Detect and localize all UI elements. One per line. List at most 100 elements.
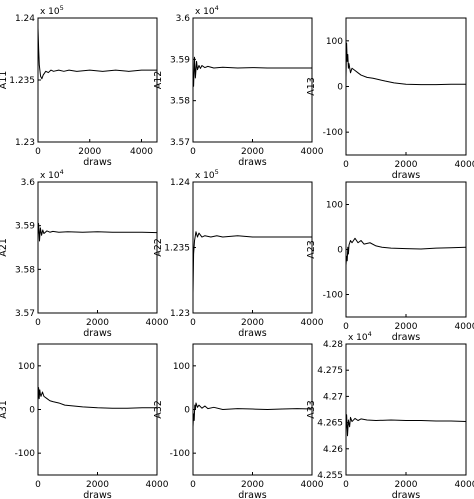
x-tick-label-a11: 4000 bbox=[130, 147, 153, 157]
y-tick-label-a31: 0 bbox=[29, 406, 35, 416]
x-axis-label-a33: draws bbox=[392, 490, 421, 499]
y-tick-label-a32: -100 bbox=[170, 449, 191, 459]
plot-frame-a13 bbox=[345, 17, 467, 156]
plot-frame-a33 bbox=[345, 343, 467, 476]
y-axis-label-a22: A22 bbox=[153, 238, 164, 257]
y-tick-label-a21: 3.59 bbox=[15, 222, 35, 232]
panel-a31: 0 2000 4000 -100 0 100 A31 draws bbox=[0, 343, 169, 499]
x-tick-label-a23: 2000 bbox=[395, 322, 418, 332]
y-tick-label-a33: 4.27 bbox=[323, 392, 343, 402]
plot-frame-a11 bbox=[37, 17, 158, 143]
x-axis-label-a21: draws bbox=[83, 328, 112, 339]
y-tick-label-a13: -100 bbox=[323, 128, 344, 138]
plot-frame-a22 bbox=[192, 181, 313, 314]
x-axis-label-a23: draws bbox=[392, 332, 421, 343]
x-tick-label-a11: 0 bbox=[35, 147, 41, 157]
y-tick-label-a31: 100 bbox=[18, 362, 35, 372]
y-tick-label-a33: 4.265 bbox=[317, 419, 343, 429]
x-tick-label-a13: 4000 bbox=[455, 160, 474, 170]
x-tick-label-a32: 2000 bbox=[241, 480, 264, 490]
series-line-a33 bbox=[345, 414, 467, 437]
x-tick-label-a21: 0 bbox=[35, 318, 41, 328]
y-tick-label-a21: 3.58 bbox=[15, 265, 35, 275]
series-line-a12 bbox=[192, 56, 312, 87]
x-tick-label-a11: 2000 bbox=[78, 147, 101, 157]
y-axis-label-a11: A11 bbox=[0, 71, 9, 90]
y-axis-label-a13: A13 bbox=[306, 77, 317, 96]
x-tick-label-a12: 0 bbox=[190, 147, 196, 157]
y-tick-label-a21: 3.6 bbox=[21, 178, 36, 188]
series-line-a23 bbox=[345, 237, 467, 266]
y-axis-label-a31: A31 bbox=[0, 400, 9, 419]
y-tick-label-a12: 3.57 bbox=[170, 138, 190, 148]
y-tick-label-a13: 0 bbox=[337, 83, 343, 93]
y-tick-label-a32: 100 bbox=[173, 362, 190, 372]
series-line-a31 bbox=[37, 387, 157, 409]
x-axis-label-a31: draws bbox=[83, 490, 112, 499]
x-tick-label-a23: 0 bbox=[343, 322, 349, 332]
y-exponent-power-a11: 5 bbox=[60, 4, 64, 12]
y-exponent-a11: x 105 bbox=[40, 4, 64, 17]
x-axis-label-a22: draws bbox=[238, 328, 267, 339]
x-tick-label-a22: 0 bbox=[190, 318, 196, 328]
y-tick-label-a23: 0 bbox=[337, 246, 343, 256]
x-tick-label-a12: 2000 bbox=[241, 147, 264, 157]
y-tick-label-a13: 100 bbox=[326, 37, 343, 47]
plot-frame-a12 bbox=[192, 17, 313, 143]
x-axis-label-a11: draws bbox=[83, 157, 112, 168]
y-exponent-power-a12: 4 bbox=[215, 4, 219, 12]
panel-a23: 0 2000 4000 -100 0 100 A23 draws bbox=[306, 181, 474, 343]
y-exponent-a12: x 104 bbox=[195, 4, 219, 17]
y-tick-label-a22: 1.23 bbox=[170, 309, 190, 319]
x-axis-label-a32: draws bbox=[238, 490, 267, 499]
panel-a22: 0 2000 4000 1.23 1.235 1.24 x 105 A22 draws bbox=[153, 168, 324, 339]
series-line-a32 bbox=[192, 402, 313, 427]
y-exponent-power-a21: 4 bbox=[60, 168, 64, 176]
x-tick-label-a22: 4000 bbox=[301, 318, 324, 328]
panel-a13: 0 2000 4000 -100 0 100 A13 draws bbox=[306, 17, 474, 181]
y-tick-label-a11: 1.235 bbox=[9, 76, 35, 86]
x-axis-label-a13: draws bbox=[392, 170, 421, 181]
plot-frame-a23 bbox=[345, 181, 467, 318]
x-tick-label-a31: 2000 bbox=[86, 480, 109, 490]
panel-a32: 0 2000 4000 -100 0 100 A32 draws bbox=[153, 343, 324, 499]
x-tick-label-a32: 0 bbox=[190, 480, 196, 490]
series-line-a22 bbox=[192, 231, 312, 294]
y-tick-label-a31: -100 bbox=[15, 449, 36, 459]
x-tick-label-a31: 4000 bbox=[146, 480, 169, 490]
y-axis-label-a23: A23 bbox=[306, 240, 317, 259]
x-axis-label-a12: draws bbox=[238, 157, 267, 168]
y-exponent-a21: x 104 bbox=[40, 168, 64, 181]
y-tick-label-a22: 1.235 bbox=[164, 244, 190, 254]
plot-frame-a31 bbox=[37, 343, 158, 476]
series-line-a21 bbox=[37, 222, 158, 242]
y-tick-label-a12: 3.6 bbox=[176, 14, 191, 24]
y-axis-label-a32: A32 bbox=[153, 400, 164, 419]
x-tick-label-a13: 2000 bbox=[395, 160, 418, 170]
x-tick-label-a23: 4000 bbox=[455, 322, 474, 332]
x-tick-label-a22: 2000 bbox=[241, 318, 264, 328]
y-exponent-power-a22: 5 bbox=[215, 168, 219, 176]
x-tick-label-a21: 2000 bbox=[86, 318, 109, 328]
x-tick-label-a33: 4000 bbox=[455, 480, 474, 490]
series-line-a11 bbox=[37, 27, 157, 80]
y-exponent-power-a33: 4 bbox=[368, 330, 372, 338]
plot-frame-a21 bbox=[37, 181, 158, 314]
x-tick-label-a32: 4000 bbox=[301, 480, 324, 490]
x-tick-label-a21: 4000 bbox=[146, 318, 169, 328]
y-exponent-a22: x 105 bbox=[195, 168, 219, 181]
y-tick-label-a12: 3.59 bbox=[170, 55, 190, 65]
y-axis-label-a33: A33 bbox=[306, 400, 317, 419]
y-tick-label-a23: -100 bbox=[323, 291, 344, 301]
y-tick-label-a12: 3.58 bbox=[170, 97, 190, 107]
y-tick-label-a22: 1.24 bbox=[170, 178, 190, 188]
y-tick-label-a33: 4.255 bbox=[317, 471, 343, 481]
x-tick-label-a33: 2000 bbox=[395, 480, 418, 490]
y-tick-label-a21: 3.57 bbox=[15, 309, 35, 319]
x-tick-label-a31: 0 bbox=[35, 480, 41, 490]
y-tick-label-a23: 100 bbox=[326, 201, 343, 211]
y-tick-label-a11: 1.24 bbox=[15, 14, 35, 24]
x-tick-label-a13: 0 bbox=[343, 160, 349, 170]
y-tick-label-a33: 4.26 bbox=[323, 445, 343, 455]
y-exponent-a33: x 104 bbox=[348, 330, 372, 343]
